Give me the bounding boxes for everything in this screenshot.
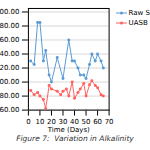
svg-text:Time (Days): Time (Days) (47, 126, 90, 133)
svg-text:0: 0 (26, 118, 30, 126)
svg-text:60: 60 (93, 118, 102, 126)
svg-text:40: 40 (70, 118, 79, 126)
svg-text:30: 30 (59, 118, 68, 126)
svg-text:180.00: 180.00 (0, 22, 19, 30)
svg-text:160.00: 160.00 (0, 36, 19, 44)
svg-text:70: 70 (105, 118, 114, 126)
html-text:UASB: UASB (128, 19, 148, 27)
svg-text:100.00: 100.00 (0, 78, 19, 86)
svg-text:20: 20 (47, 118, 56, 126)
svg-text:50: 50 (82, 118, 91, 126)
svg-text:140.00: 140.00 (0, 50, 19, 58)
svg-text:200.00: 200.00 (0, 8, 19, 16)
svg-text:120.00: 120.00 (0, 64, 19, 72)
svg-text:10: 10 (35, 118, 44, 126)
svg-text:80.00: 80.00 (0, 92, 19, 100)
html-text:Figure 7: Variation in Alkalin: Figure 7: Variation in Alkalinity (16, 133, 134, 143)
html-text:Raw S: Raw S (128, 9, 150, 17)
svg-text:60.00: 60.00 (0, 106, 19, 114)
